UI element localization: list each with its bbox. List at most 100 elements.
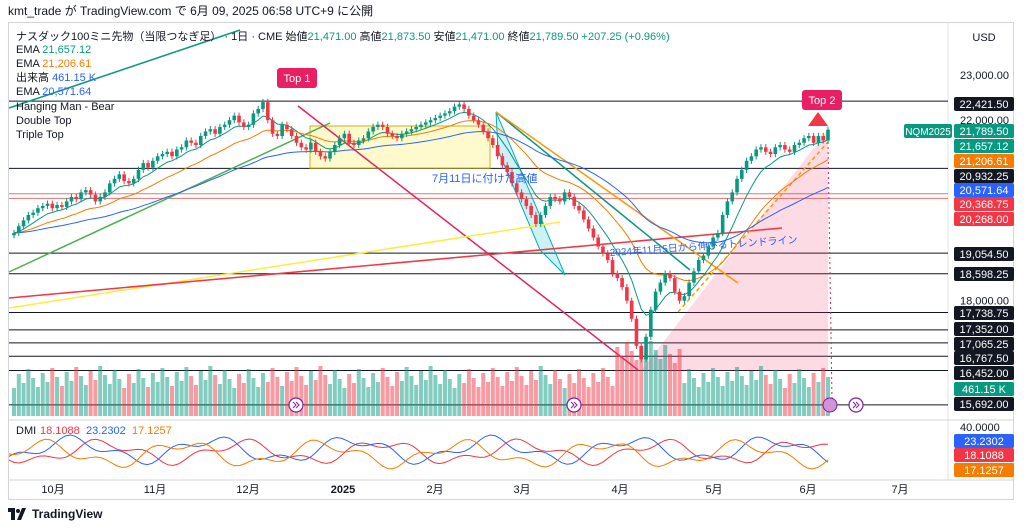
candle-body xyxy=(84,190,88,193)
indicator-ema-1[interactable]: EMA 21,657.12 xyxy=(16,44,92,56)
candle-body xyxy=(21,220,26,227)
candle-body xyxy=(744,160,749,170)
candle-body xyxy=(457,104,462,107)
volume-bar xyxy=(462,383,467,416)
volume-bar xyxy=(280,386,285,416)
time-axis-tick: 3月 xyxy=(513,484,530,496)
dmi-value: 18.1088 xyxy=(40,425,80,437)
volume-bar xyxy=(289,381,294,416)
indicator-hanging-man[interactable]: Hanging Man - Bear xyxy=(16,101,115,113)
indicator-volume[interactable]: 出来高 461.15 K xyxy=(16,72,97,84)
volume-bar xyxy=(380,368,385,416)
candle-body xyxy=(663,273,667,283)
candle-body xyxy=(409,129,414,132)
volume-bar xyxy=(351,383,356,416)
indicator-ema-3[interactable]: EMA 20,571.64 xyxy=(16,86,92,98)
dmi-line-adx xyxy=(8,438,829,466)
candle-body xyxy=(189,140,193,143)
volume-bar xyxy=(476,387,481,416)
axis-price-label: 16,767.50 xyxy=(960,353,1009,365)
candle-body xyxy=(730,192,735,202)
candle-body xyxy=(720,214,725,233)
volume-bar xyxy=(237,374,242,416)
axis-price-label: 20,268.00 xyxy=(960,214,1009,226)
axis-price-label: 20,368.75 xyxy=(960,199,1009,211)
candle-body xyxy=(567,192,572,197)
candle-body xyxy=(50,203,55,209)
low-label: 安値 xyxy=(433,31,456,43)
volume-bar xyxy=(414,385,419,416)
volume-bar xyxy=(347,374,352,416)
dmi-axis-label-box xyxy=(954,448,1014,462)
candle-body xyxy=(486,131,490,139)
candle-body xyxy=(816,135,821,143)
candle-body xyxy=(203,131,208,136)
axis-price-label: 16,452.00 xyxy=(960,368,1009,380)
volume-bar xyxy=(615,347,620,416)
candle-body xyxy=(668,273,672,279)
time-axis-tick: 5月 xyxy=(705,484,722,496)
volume-bar xyxy=(337,379,342,416)
chart-frame xyxy=(8,22,1014,500)
candle-body xyxy=(26,214,31,221)
candle-body xyxy=(151,160,155,168)
indicator-double-top[interactable]: Double Top xyxy=(16,115,72,127)
dmi-axis-label: 17.1257 xyxy=(964,465,1004,477)
change-value: +207.25 (+0.96%) xyxy=(581,31,670,43)
dmi-axis-label: 18.1088 xyxy=(964,450,1004,462)
volume-bar xyxy=(313,380,318,416)
volume-bar xyxy=(31,378,36,416)
candle-body xyxy=(778,145,782,148)
volume-bar xyxy=(509,381,514,416)
volume-bar xyxy=(720,386,725,416)
indicator-triple-top[interactable]: Triple Top xyxy=(16,129,64,141)
volume-bar xyxy=(265,382,270,416)
candle-body xyxy=(31,212,35,215)
volume-bar xyxy=(184,367,189,416)
volume-bar xyxy=(802,378,807,416)
volume-bar xyxy=(701,373,706,416)
volume-bar xyxy=(687,369,692,416)
candle-body xyxy=(289,129,294,136)
publish-info: kmt_trade が TradingView.com で 6月 09, 202… xyxy=(8,4,374,18)
candle-body xyxy=(385,126,390,134)
volume-bar xyxy=(107,384,112,416)
candle-body xyxy=(246,124,251,127)
currency-button[interactable]: USD xyxy=(972,32,996,44)
volume-bar xyxy=(112,370,117,416)
axis-price-label-box xyxy=(954,154,1014,168)
candle-body xyxy=(548,196,553,206)
volume-bar xyxy=(581,378,586,416)
volume-bar xyxy=(385,377,390,416)
candle-body xyxy=(40,205,45,209)
candle-body xyxy=(443,113,447,116)
volume-bar xyxy=(198,371,203,416)
volume-bar xyxy=(557,379,562,416)
candle-body xyxy=(208,129,213,132)
candle-body xyxy=(783,145,787,150)
volume-bar xyxy=(146,387,151,416)
indicator-ema-2[interactable]: EMA 21,206.61 xyxy=(16,58,92,70)
candle-body xyxy=(821,135,826,141)
volume-bar xyxy=(778,379,783,416)
volume-bar xyxy=(16,374,21,416)
candle-body xyxy=(175,149,179,157)
volume-bar xyxy=(466,369,471,416)
candle-body xyxy=(763,147,768,152)
candle-body xyxy=(658,282,663,292)
volume-bar xyxy=(553,370,558,416)
symbol-name[interactable]: ナスダック100ミニ先物（当限つなぎ足） xyxy=(16,31,222,43)
volume-bar xyxy=(117,379,122,416)
volume-bar xyxy=(375,382,380,416)
footer-brand: TradingView xyxy=(32,507,103,521)
volume-bar xyxy=(524,385,529,416)
volume-bar xyxy=(773,370,778,416)
candle-body xyxy=(98,196,102,202)
volume-bar xyxy=(213,375,218,416)
candle-body xyxy=(419,124,423,127)
volume-bar xyxy=(514,367,519,416)
candle-body xyxy=(347,133,351,143)
candle-body xyxy=(136,169,141,179)
candle-body xyxy=(582,210,586,220)
